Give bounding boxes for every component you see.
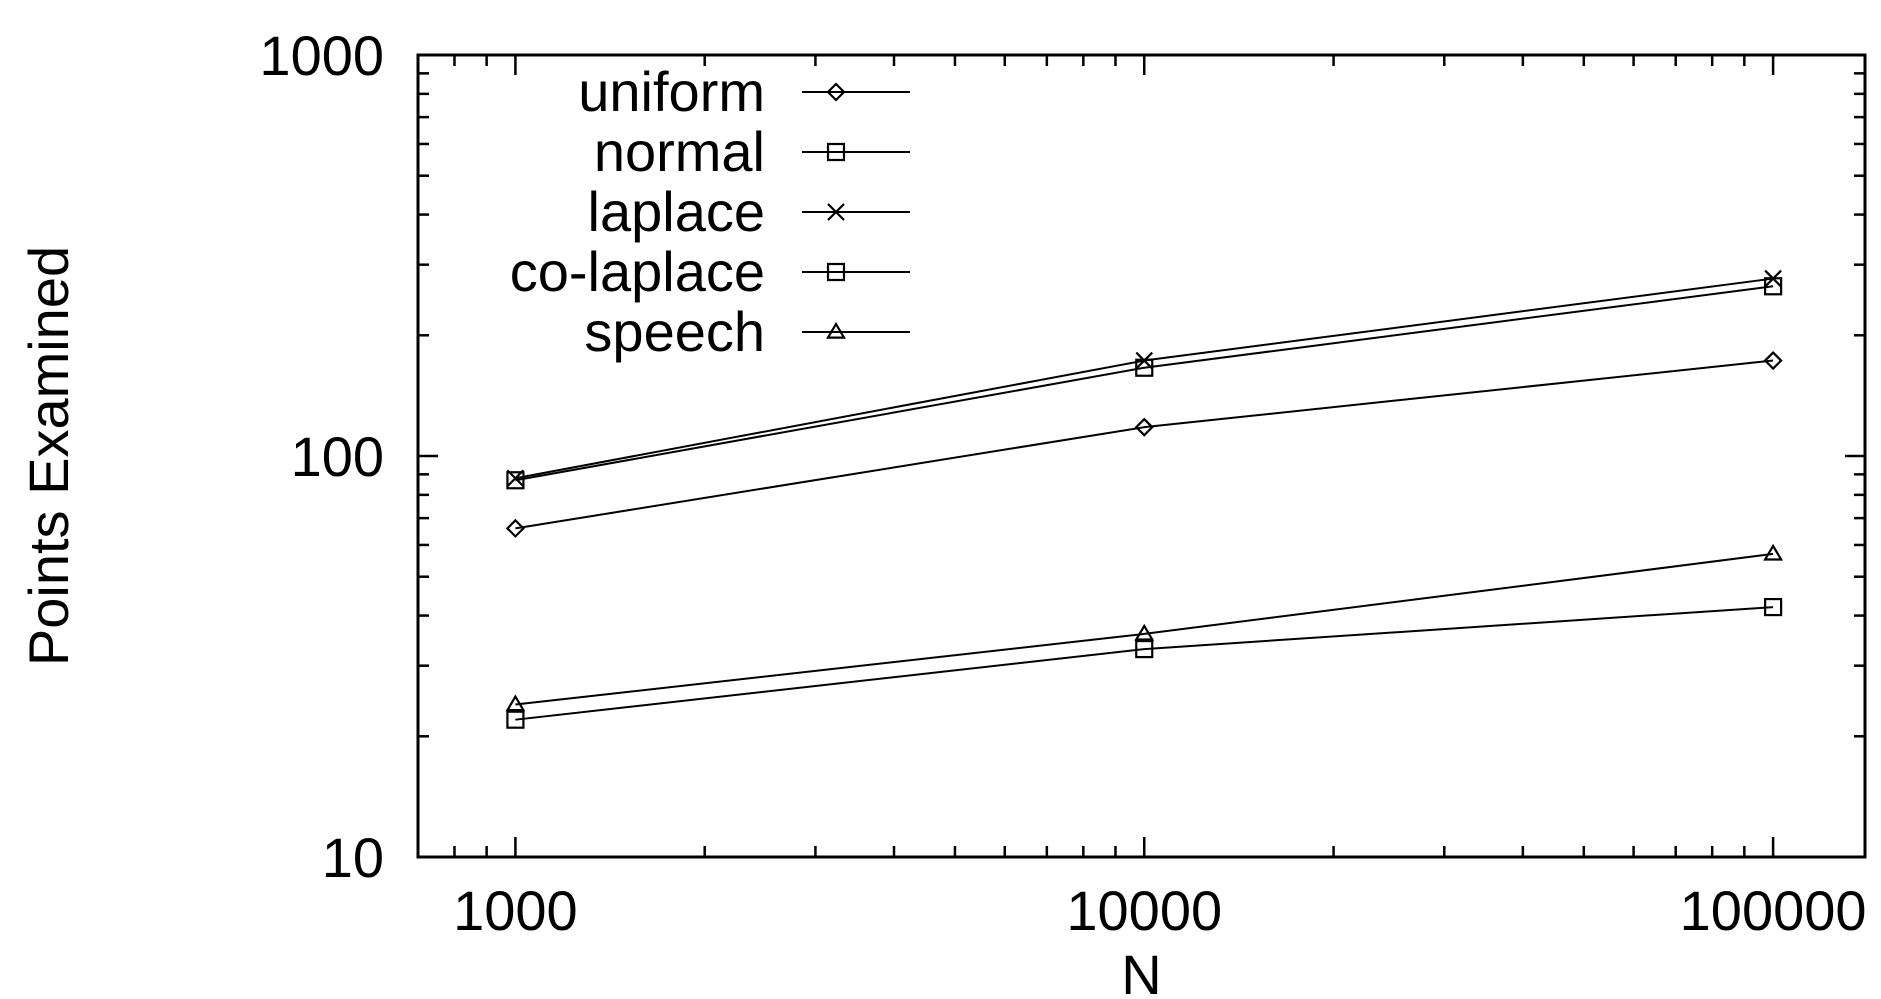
x-tick-label: 1000 [453, 879, 578, 942]
x-axis-title: N [1121, 943, 1161, 999]
series-uniform [505, 350, 1783, 538]
series-co-laplace [506, 277, 1783, 490]
y-tick-label: 1000 [259, 24, 384, 87]
data-point [1134, 417, 1154, 437]
data-point [1764, 597, 1783, 617]
y-tick-labels: 10 100 1000 [259, 24, 384, 889]
data-point [505, 518, 525, 538]
plot-frame [416, 53, 1867, 859]
legend-label: speech [584, 300, 765, 363]
legend-marker [826, 262, 846, 282]
legend-marker [826, 82, 846, 102]
legend-marker [827, 203, 845, 221]
series-line [515, 606, 1774, 721]
x-tick-label: 10000 [1066, 879, 1222, 942]
legend-item: speech [584, 300, 910, 363]
legend-item: laplace [588, 180, 910, 243]
legend-label: normal [594, 120, 765, 183]
data-point [1763, 350, 1783, 371]
data-point [1135, 358, 1154, 377]
series-line [515, 552, 1774, 706]
series-normal [506, 597, 1783, 729]
legend-label: uniform [578, 60, 765, 123]
legend-marker [826, 142, 846, 162]
legend-item: uniform [578, 60, 910, 123]
data-point [506, 471, 525, 490]
legend-label: co-laplace [510, 240, 765, 303]
x-tick-labels: 1000 10000 100000 [453, 879, 1866, 942]
minor-ticks [416, 55, 1865, 857]
data-point [1763, 543, 1784, 561]
y-axis-title: Points Examined [17, 246, 80, 666]
series-layer [505, 269, 1784, 729]
data-point [1134, 623, 1155, 641]
legend-item: co-laplace [510, 240, 910, 303]
legend-label: laplace [588, 180, 765, 243]
series-speech [505, 543, 1784, 712]
legend-marker [826, 321, 846, 339]
data-point [506, 710, 525, 729]
x-tick-label: 100000 [1680, 879, 1867, 942]
series-line [515, 359, 1774, 530]
data-point [1135, 639, 1154, 659]
series-line [515, 285, 1774, 482]
legend-item: normal [594, 120, 910, 183]
y-tick-label: 100 [291, 425, 384, 488]
data-point [1764, 277, 1783, 296]
data-point [505, 694, 526, 712]
y-tick-label: 10 [322, 826, 384, 889]
